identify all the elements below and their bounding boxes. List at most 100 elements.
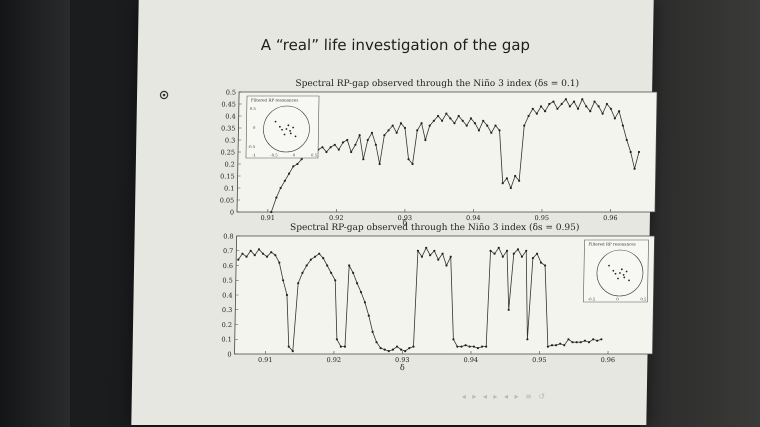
data-point — [567, 338, 570, 341]
data-point — [404, 350, 407, 353]
resonance-point — [622, 273, 625, 276]
plot-frame — [234, 235, 655, 355]
data-point — [275, 196, 278, 199]
data-point — [593, 100, 596, 103]
data-point — [395, 131, 398, 134]
data-point — [460, 345, 463, 348]
data-point — [297, 282, 300, 285]
resonance-point — [608, 264, 610, 267]
data-point — [554, 344, 558, 347]
x-tick-label: 0.91 — [260, 214, 275, 222]
data-points — [237, 246, 603, 353]
data-point — [512, 252, 515, 255]
data-points — [270, 98, 641, 214]
resonance-point — [612, 269, 615, 272]
y-tick-label: 0.15 — [220, 173, 235, 181]
inset-x-tick-label: -0.5 — [270, 153, 278, 158]
data-point — [583, 339, 587, 342]
data-point — [592, 338, 595, 341]
data-point — [348, 264, 351, 267]
data-point — [253, 254, 256, 257]
data-point — [585, 105, 588, 108]
data-point — [371, 330, 374, 334]
data-point — [601, 112, 604, 115]
x-tick-label: 0.94 — [466, 214, 481, 222]
data-point — [505, 249, 509, 252]
resonance-point — [620, 268, 623, 271]
data-point — [509, 186, 512, 190]
inset-x-tick-label: 0.5 — [311, 153, 318, 158]
data-point — [257, 248, 261, 251]
x-axis-label: δ — [400, 363, 405, 372]
data-point — [416, 249, 420, 252]
data-point — [559, 342, 562, 345]
data-point — [339, 345, 342, 348]
data-point — [461, 119, 464, 122]
data-point — [292, 165, 295, 168]
x-tick-label: 0.95 — [532, 356, 547, 364]
x-tick-label: 0.93 — [395, 356, 410, 364]
data-point — [476, 347, 480, 350]
slide-navigation-controls[interactable]: ◂ ▸ ◂ ▸ ◂ ▸ ≡ ↺ — [461, 392, 548, 401]
data-point — [437, 258, 440, 261]
data-point — [600, 338, 603, 341]
data-point — [325, 150, 328, 154]
data-point — [472, 345, 475, 348]
data-point — [452, 338, 455, 341]
unit-circle — [263, 105, 310, 153]
data-point — [367, 314, 370, 317]
data-point — [633, 167, 636, 170]
data-point — [490, 131, 493, 134]
data-point — [497, 246, 500, 249]
x-axis-ticks: 0.91 0.92 0.93 0.94 0.95 0.96 — [260, 209, 618, 222]
data-point — [453, 122, 456, 125]
data-point — [465, 124, 468, 127]
y-axis-ticks: 0 0.05 0.1 0.15 0.2 0.25 0.3 0.35 0.4 0.45 0.5 — [220, 89, 243, 216]
data-point — [546, 345, 549, 348]
data-point — [560, 102, 563, 106]
x-tick-label: 0.92 — [329, 214, 344, 222]
data-point — [456, 345, 459, 348]
data-point — [597, 105, 600, 108]
data-point — [501, 182, 504, 185]
data-point — [341, 141, 345, 144]
resonance-point — [294, 135, 297, 138]
data-point — [543, 264, 547, 267]
data-point — [575, 341, 578, 344]
data-point — [464, 344, 467, 347]
data-point — [482, 119, 485, 122]
inset-y-tick-label: 0.5 — [250, 106, 257, 111]
data-point — [605, 102, 608, 106]
y-tick-label: 0.4 — [225, 113, 235, 121]
inset-x-tick-label: 0 — [293, 153, 296, 158]
data-point — [609, 107, 613, 110]
data-point — [563, 344, 566, 347]
data-point — [507, 308, 510, 311]
data-point — [535, 252, 539, 255]
data-point — [469, 117, 473, 120]
y-tick-label: 0.2 — [224, 161, 234, 169]
data-point — [326, 264, 329, 267]
data-point — [358, 134, 361, 137]
unit-circle — [596, 249, 644, 297]
resonance-point — [625, 270, 628, 273]
y-tick-label: 0.1 — [221, 336, 231, 344]
y-tick-label: 0.05 — [220, 197, 235, 205]
data-point — [261, 252, 265, 255]
data-point — [425, 246, 428, 249]
data-point — [432, 119, 436, 122]
data-point — [525, 249, 528, 252]
resonance-point — [614, 272, 617, 275]
presentation-slide: A “real” life investigation of the gap S… — [131, 0, 658, 425]
data-point — [505, 177, 508, 180]
data-point — [237, 258, 240, 261]
data-point — [571, 341, 574, 344]
data-point — [429, 254, 432, 257]
data-point — [581, 98, 584, 101]
data-point — [576, 107, 580, 110]
data-point — [387, 350, 390, 353]
data-point — [441, 252, 444, 255]
data-point — [564, 98, 567, 101]
data-point — [270, 251, 273, 254]
data-point — [241, 252, 244, 255]
